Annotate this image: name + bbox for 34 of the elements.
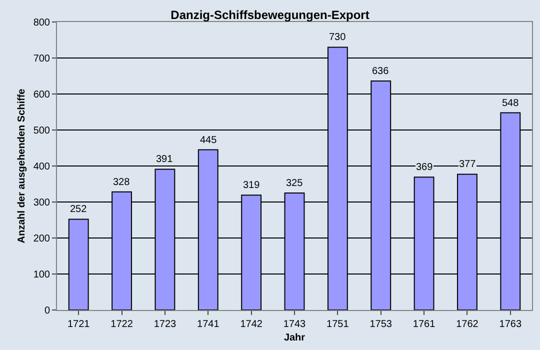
x-tick-label: 1722 [110,319,134,330]
data-label: 319 [243,180,260,191]
y-tick-label: 400 [33,162,50,172]
x-tick-label: 1762 [456,319,479,330]
x-tick-label: 1743 [283,319,306,330]
data-label: 636 [372,66,390,77]
y-tick-label: 200 [33,234,50,244]
x-tick-label: 1742 [240,319,263,330]
y-tick-label: 100 [33,270,50,280]
data-label: 391 [156,154,174,165]
y-tick-label: 700 [33,54,50,64]
data-label: 369 [416,162,434,173]
data-label: 730 [329,32,346,43]
y-tick-label: 600 [33,90,50,100]
y-tick-label: 500 [33,126,50,136]
chart-title: Danzig-Schiffsbewegungen-Export [170,8,370,22]
x-tick-label: 1761 [412,319,436,330]
data-label: 325 [286,178,304,189]
x-tick-label: 1721 [67,319,90,330]
x-tick-label: 1763 [499,319,522,330]
data-label: 377 [459,159,476,170]
data-label: 548 [502,98,520,109]
data-label: 252 [70,204,88,215]
y-tick-label: 800 [33,18,50,28]
x-axis-title: Jahr [284,332,306,344]
x-tick-label: 1751 [326,319,350,330]
y-tick-label: 300 [33,198,50,208]
data-label: 445 [200,135,218,146]
y-axis-title: Anzahl der ausgehenden Schiffe [16,88,28,244]
x-tick-label: 1723 [154,319,177,330]
x-tick-label: 1753 [370,319,392,330]
data-label: 328 [113,177,130,188]
x-tick-label: 1741 [197,319,220,330]
y-tick-label: 0 [44,306,50,316]
